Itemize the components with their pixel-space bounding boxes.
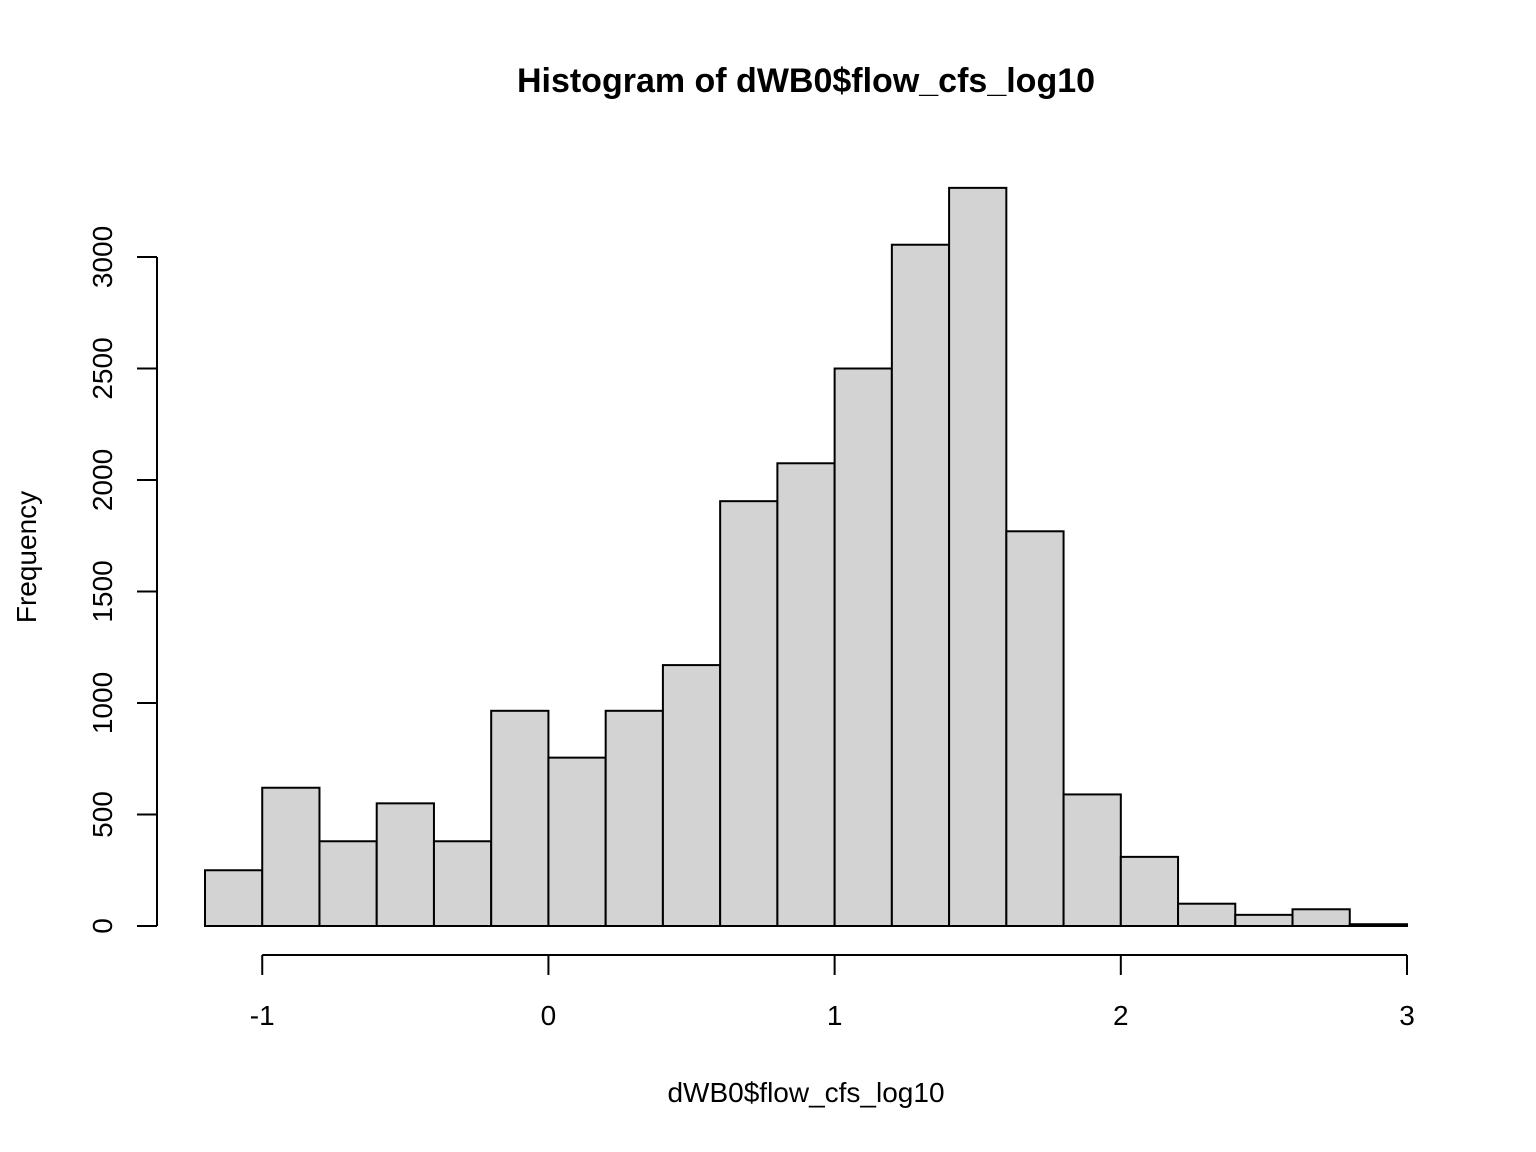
histogram-bar-12 — [890, 243, 951, 928]
x-tick-label: 3 — [1399, 1000, 1415, 1031]
y-tick-label: 3000 — [87, 226, 118, 288]
histogram-bar-2 — [318, 840, 378, 928]
histogram-bar-5 — [490, 709, 550, 927]
histogram-bar-20 — [1348, 923, 1409, 928]
y-tick-label: 1500 — [87, 560, 118, 622]
histogram-bar-3 — [375, 802, 435, 927]
chart-title: Histogram of dWB0$flow_cfs_log10 — [517, 62, 1095, 100]
y-axis-label: Frequency — [11, 491, 42, 623]
y-tick-label: 0 — [87, 918, 118, 934]
y-tick-label: 2000 — [87, 449, 118, 511]
histogram-bar-1 — [261, 786, 321, 927]
y-axis: 0 500 1000 1500 2000 2500 3000 — [87, 226, 158, 934]
histogram-bar-17 — [1177, 902, 1237, 928]
x-tick-label: 1 — [827, 1000, 843, 1031]
histogram-bar-16 — [1119, 855, 1180, 927]
histogram-bar-10 — [776, 462, 836, 927]
y-tick-label: 1000 — [87, 672, 118, 734]
x-tick-label: -1 — [250, 1000, 275, 1031]
histogram-bar-15 — [1062, 793, 1122, 927]
x-axis: -1 0 1 2 3 — [250, 954, 1415, 1031]
y-tick-label: 500 — [87, 791, 118, 838]
histogram-bar-9 — [719, 500, 779, 927]
histogram-bar-4 — [432, 840, 493, 928]
y-tick-label: 2500 — [87, 337, 118, 399]
x-tick-label: 0 — [541, 1000, 557, 1031]
histogram-bar-6 — [547, 756, 607, 928]
x-axis-label: dWB0$flow_cfs_log10 — [667, 1077, 944, 1108]
histogram-bar-18 — [1234, 913, 1294, 927]
histogram-bar-19 — [1291, 908, 1351, 928]
histogram-bar-8 — [661, 664, 722, 928]
histogram-bar-11 — [833, 367, 893, 927]
histogram-bar-7 — [604, 709, 664, 927]
x-tick-label: 2 — [1113, 1000, 1129, 1031]
bars-group — [204, 186, 1409, 928]
histogram-bar-14 — [1005, 530, 1065, 927]
histogram-bar-13 — [948, 186, 1008, 927]
histogram-bar-0 — [204, 869, 264, 927]
